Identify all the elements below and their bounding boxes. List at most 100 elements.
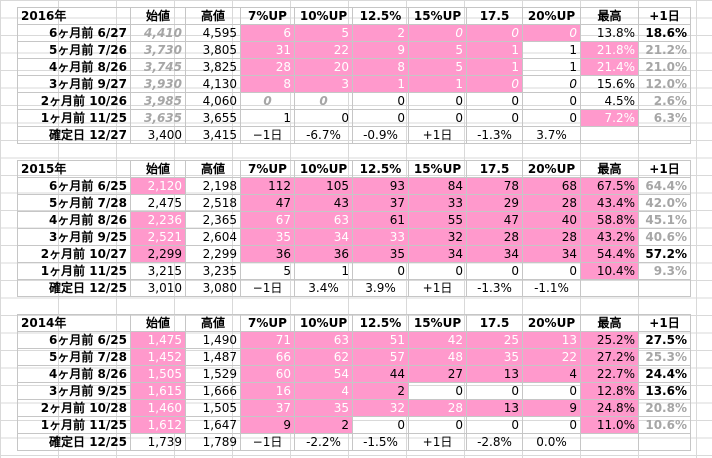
max-cell[interactable]: 13.8% <box>580 24 639 42</box>
max-cell[interactable]: 11.0% <box>580 416 639 434</box>
plus1day-cell[interactable]: 25.3% <box>638 348 691 366</box>
up20-cell[interactable]: 1 <box>522 41 581 59</box>
up10-cell[interactable]: 34 <box>294 228 353 246</box>
up20-cell[interactable]: 28 <box>522 194 581 212</box>
up20-cell[interactable]: 0 <box>522 24 581 42</box>
up125-cell[interactable]: 0 <box>352 416 409 434</box>
up10-cell[interactable]: 62 <box>294 348 353 366</box>
col-header-plus1day[interactable]: +1日 <box>638 314 691 332</box>
open-cell[interactable]: 3,730 <box>130 41 186 59</box>
up125-cell[interactable]: 3.9% <box>352 279 409 297</box>
col-header-max[interactable]: 最高 <box>580 7 639 25</box>
high-cell[interactable]: 3,080 <box>185 279 241 297</box>
up15-cell[interactable]: 84 <box>408 177 467 195</box>
up15-cell[interactable]: 0 <box>408 24 467 42</box>
row-label[interactable]: 1ヶ月前 11/25 <box>17 262 131 280</box>
max-cell[interactable]: 4.5% <box>580 92 639 110</box>
max-cell[interactable]: 21.4% <box>580 58 639 76</box>
open-cell[interactable]: 3,745 <box>130 58 186 76</box>
up20-cell[interactable]: 9 <box>522 399 581 417</box>
up125-cell[interactable]: 93 <box>352 177 409 195</box>
open-cell[interactable]: 4,410 <box>130 24 186 42</box>
up7-cell[interactable]: 31 <box>240 41 295 59</box>
up7-cell[interactable]: 1 <box>240 109 295 127</box>
max-cell[interactable] <box>580 433 639 451</box>
open-cell[interactable]: 2,299 <box>130 245 186 263</box>
up7-cell[interactable]: 16 <box>240 382 295 400</box>
open-cell[interactable]: 1,505 <box>130 365 186 383</box>
high-cell[interactable]: 1,647 <box>185 416 241 434</box>
up15-cell[interactable]: 5 <box>408 58 467 76</box>
high-cell[interactable]: 1,487 <box>185 348 241 366</box>
row-label[interactable]: 1ヶ月前 11/25 <box>17 109 131 127</box>
up15-cell[interactable]: 27 <box>408 365 467 383</box>
col-header-open[interactable]: 始値 <box>130 314 186 332</box>
col-header-15up[interactable]: 15%UP <box>408 7 467 25</box>
up15-cell[interactable]: 55 <box>408 211 467 229</box>
up175-cell[interactable]: 34 <box>466 245 523 263</box>
up125-cell[interactable]: 51 <box>352 331 409 349</box>
up7-cell[interactable]: 5 <box>240 262 295 280</box>
col-header-max[interactable]: 最高 <box>580 314 639 332</box>
col-header-12-5[interactable]: 12.5% <box>352 7 409 25</box>
up175-cell[interactable]: -1.3% <box>466 279 523 297</box>
up175-cell[interactable]: 25 <box>466 331 523 349</box>
plus1day-cell[interactable]: 12.0% <box>638 75 691 93</box>
up10-cell[interactable]: 3.4% <box>294 279 353 297</box>
up10-cell[interactable]: 1 <box>294 262 353 280</box>
up15-cell[interactable]: +1日 <box>408 126 467 144</box>
up125-cell[interactable]: 2 <box>352 24 409 42</box>
up20-cell[interactable]: 68 <box>522 177 581 195</box>
plus1day-cell[interactable]: 18.6% <box>638 24 691 42</box>
up20-cell[interactable]: 40 <box>522 211 581 229</box>
up10-cell[interactable]: -2.2% <box>294 433 353 451</box>
col-header-10up[interactable]: 10%UP <box>294 7 353 25</box>
col-header-plus1day[interactable]: +1日 <box>638 7 691 25</box>
up20-cell[interactable]: 3.7% <box>522 126 581 144</box>
open-cell[interactable]: 2,521 <box>130 228 186 246</box>
up125-cell[interactable]: 57 <box>352 348 409 366</box>
open-cell[interactable]: 3,635 <box>130 109 186 127</box>
plus1day-cell[interactable]: 21.0% <box>638 58 691 76</box>
max-cell[interactable]: 54.4% <box>580 245 639 263</box>
up20-cell[interactable]: 0 <box>522 382 581 400</box>
row-label[interactable]: 4ヶ月前 8/26 <box>17 58 131 76</box>
high-cell[interactable]: 4,060 <box>185 92 241 110</box>
up15-cell[interactable]: 5 <box>408 41 467 59</box>
open-cell[interactable]: 1,612 <box>130 416 186 434</box>
max-cell[interactable]: 22.7% <box>580 365 639 383</box>
row-label[interactable]: 6ヶ月前 6/25 <box>17 331 131 349</box>
max-cell[interactable]: 58.8% <box>580 211 639 229</box>
col-header-plus1day[interactable]: +1日 <box>638 160 691 178</box>
up175-cell[interactable]: 0 <box>466 382 523 400</box>
up7-cell[interactable]: 9 <box>240 416 295 434</box>
max-cell[interactable]: 25.2% <box>580 331 639 349</box>
up125-cell[interactable]: 1 <box>352 75 409 93</box>
up7-cell[interactable]: 60 <box>240 365 295 383</box>
up15-cell[interactable]: 0 <box>408 262 467 280</box>
max-cell[interactable]: 15.6% <box>580 75 639 93</box>
open-cell[interactable]: 2,236 <box>130 211 186 229</box>
up10-cell[interactable]: 63 <box>294 211 353 229</box>
up125-cell[interactable]: 32 <box>352 399 409 417</box>
row-label[interactable]: 確定日 12/27 <box>17 126 131 144</box>
up125-cell[interactable]: 44 <box>352 365 409 383</box>
up175-cell[interactable]: 13 <box>466 365 523 383</box>
col-header-17-5[interactable]: 17.5 <box>466 7 523 25</box>
max-cell[interactable]: 43.4% <box>580 194 639 212</box>
up10-cell[interactable]: 0 <box>294 92 353 110</box>
up175-cell[interactable]: 0 <box>466 24 523 42</box>
high-cell[interactable]: 1,789 <box>185 433 241 451</box>
up7-cell[interactable]: 71 <box>240 331 295 349</box>
col-header-17-5[interactable]: 17.5 <box>466 314 523 332</box>
open-cell[interactable]: 3,985 <box>130 92 186 110</box>
high-cell[interactable]: 3,805 <box>185 41 241 59</box>
up125-cell[interactable]: 2 <box>352 382 409 400</box>
up125-cell[interactable]: 0 <box>352 262 409 280</box>
up7-cell[interactable]: −1日 <box>240 279 295 297</box>
up20-cell[interactable]: 0 <box>522 109 581 127</box>
col-header-20up[interactable]: 20%UP <box>522 160 581 178</box>
plus1day-cell[interactable]: 27.5% <box>638 331 691 349</box>
up125-cell[interactable]: 35 <box>352 245 409 263</box>
up20-cell[interactable]: 0.0% <box>522 433 581 451</box>
